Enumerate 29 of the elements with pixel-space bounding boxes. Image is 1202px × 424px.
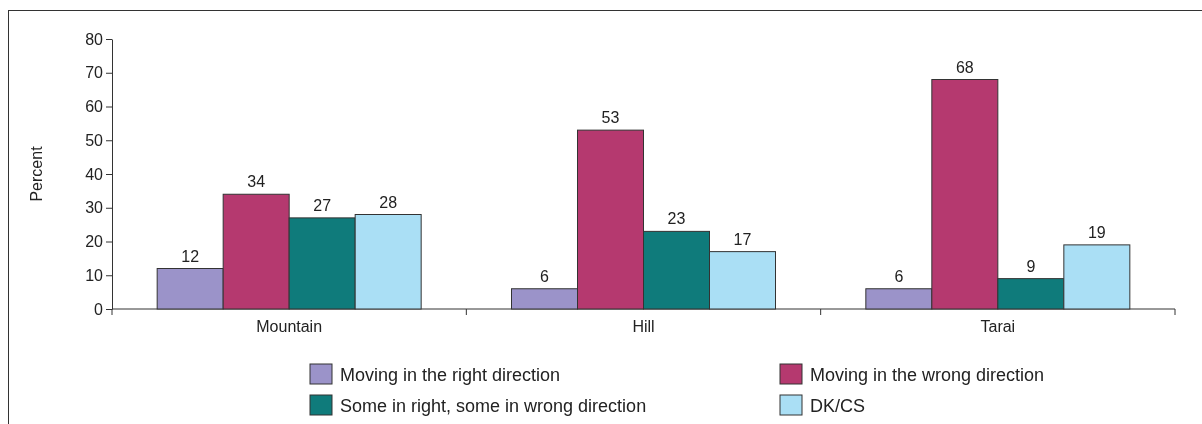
data-label: 9 xyxy=(1026,257,1036,275)
data-label: 6 xyxy=(894,267,904,285)
data-label: 19 xyxy=(1087,223,1106,241)
y-tick-label: 60 xyxy=(85,98,104,116)
x-tick-label: Tarai xyxy=(980,318,1016,335)
data-label: 28 xyxy=(379,193,398,211)
y-tick-label: 30 xyxy=(85,199,104,217)
legend-label: Moving in the wrong direction xyxy=(810,365,1045,385)
data-label: 68 xyxy=(955,58,974,76)
legend-label: Some in right, some in wrong direction xyxy=(340,396,647,416)
data-label: 12 xyxy=(181,247,200,265)
legend-label: Moving in the right direction xyxy=(340,365,561,385)
y-tick-label: 80 xyxy=(85,30,104,48)
y-tick-label: 50 xyxy=(85,131,104,149)
x-tick-label: Hill xyxy=(632,318,655,335)
x-tick-label: Mountain xyxy=(256,318,323,335)
y-tick-label: 70 xyxy=(85,64,104,82)
data-label: 34 xyxy=(247,173,266,191)
data-label: 23 xyxy=(667,210,686,228)
y-tick-label: 10 xyxy=(85,266,104,284)
y-tick-label: 20 xyxy=(85,233,104,251)
data-label: 6 xyxy=(540,267,550,285)
y-axis-title: Percent xyxy=(28,145,45,202)
y-tick-label: 40 xyxy=(85,165,104,183)
data-label: 17 xyxy=(733,230,752,248)
data-label: 53 xyxy=(601,109,620,127)
data-label: 27 xyxy=(313,196,332,214)
legend-label: DK/CS xyxy=(810,396,866,416)
y-tick-label: 0 xyxy=(94,300,104,318)
